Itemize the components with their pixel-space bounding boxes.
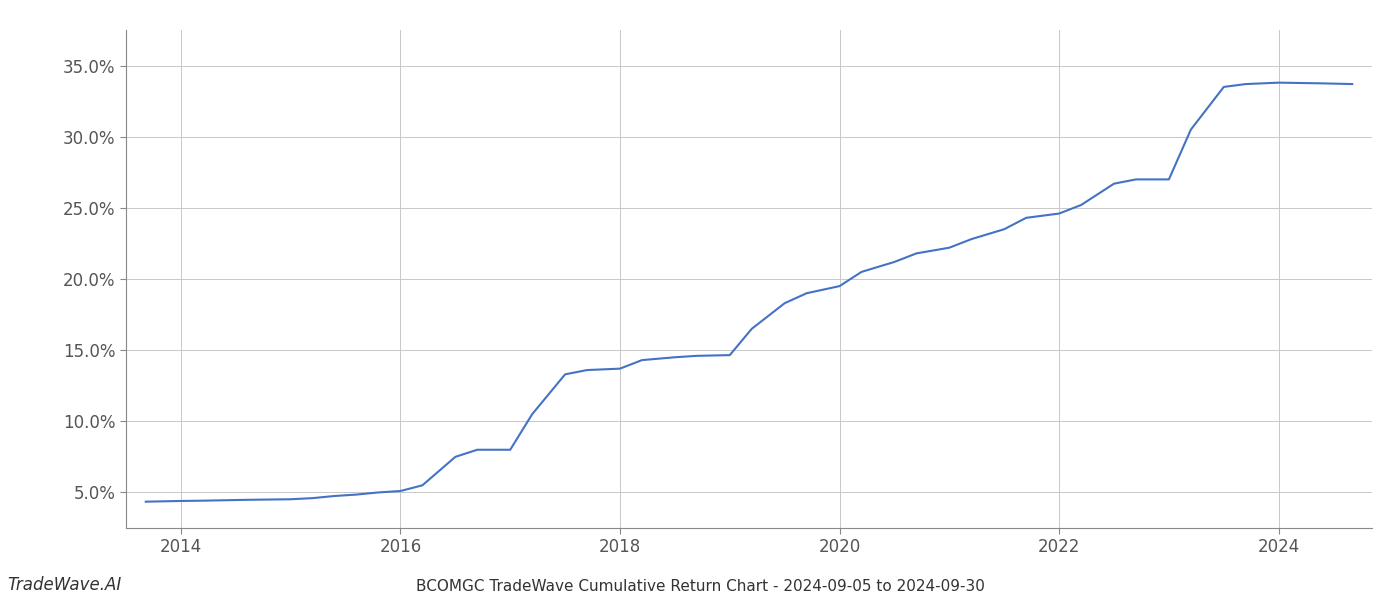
Text: BCOMGC TradeWave Cumulative Return Chart - 2024-09-05 to 2024-09-30: BCOMGC TradeWave Cumulative Return Chart…: [416, 579, 984, 594]
Text: TradeWave.AI: TradeWave.AI: [7, 576, 122, 594]
